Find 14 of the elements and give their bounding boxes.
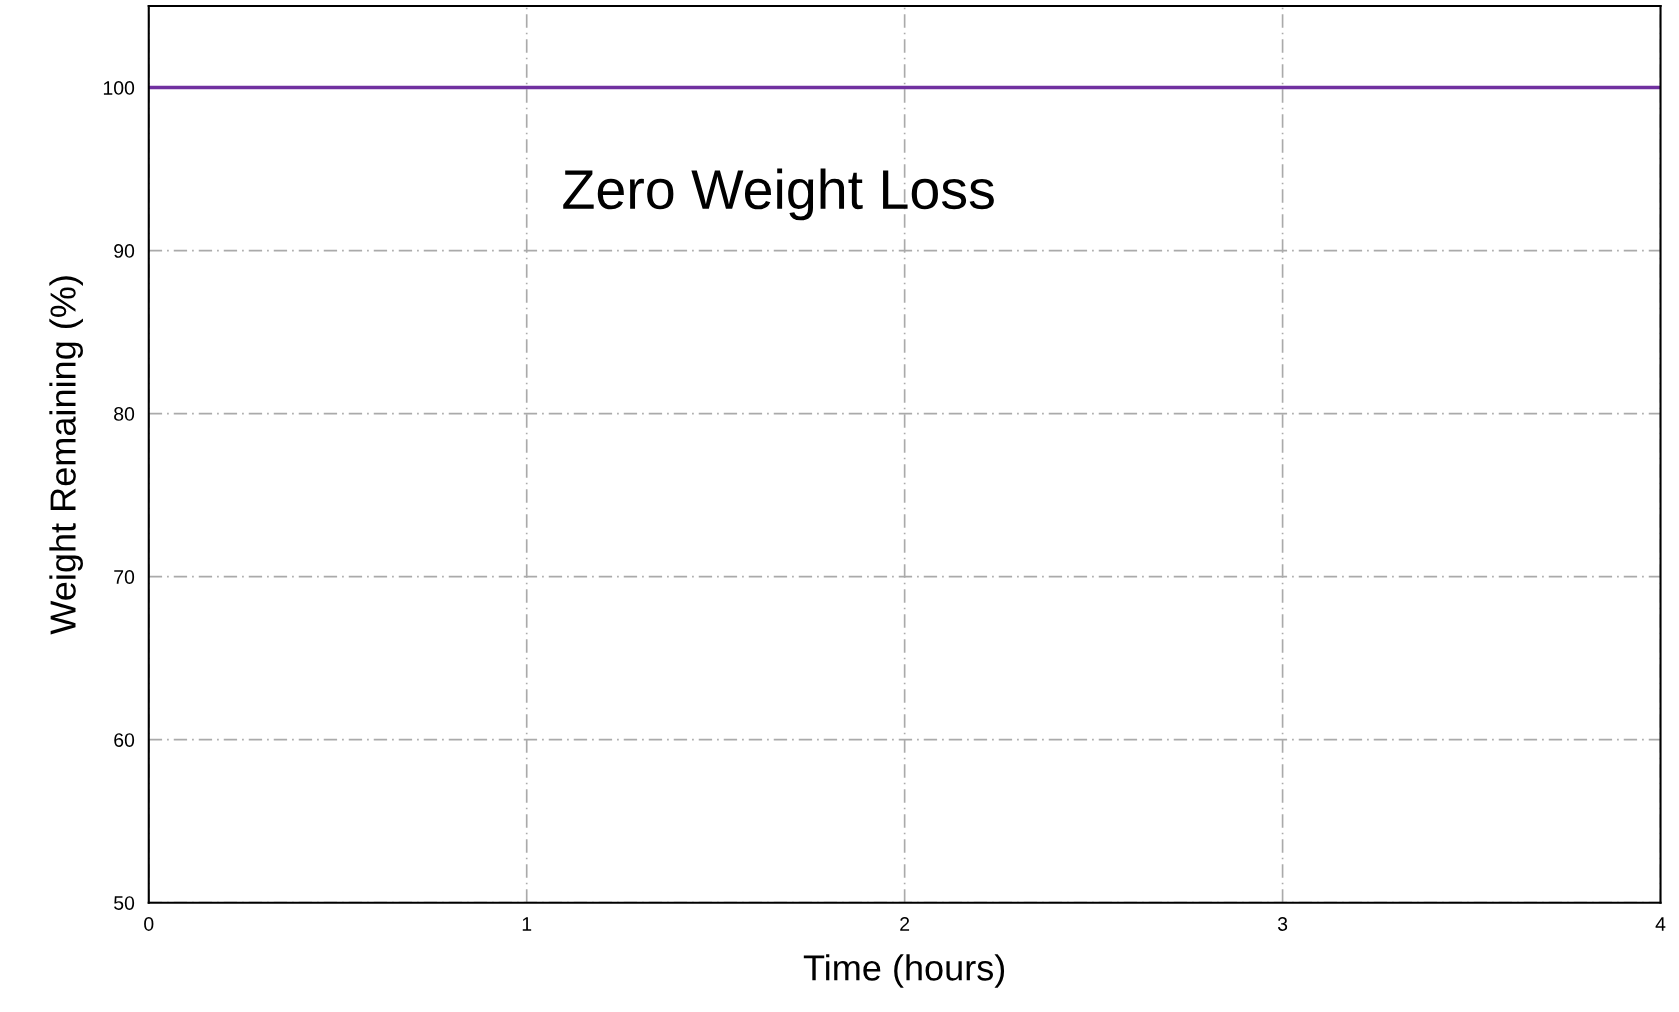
x-tick-label: 2: [900, 917, 910, 931]
y-tick-label: 60: [114, 733, 135, 747]
annotation: Zero Weight Loss: [563, 168, 994, 221]
y-tick-label: 100: [103, 81, 135, 95]
y-tick-label: 90: [114, 244, 135, 258]
y-axis-title: Weight Remaining (%): [49, 276, 83, 635]
y-tick-label: 70: [114, 570, 135, 584]
y-tick-label: 80: [114, 407, 135, 421]
x-tick-label: 0: [144, 917, 154, 931]
x-tick-label: 4: [1655, 917, 1666, 931]
x-axis-title: Time (hours): [803, 954, 1005, 988]
y-tick-label: 50: [114, 896, 135, 910]
x-tick-label: 3: [1277, 917, 1288, 931]
x-tick-label: 1: [522, 917, 532, 931]
